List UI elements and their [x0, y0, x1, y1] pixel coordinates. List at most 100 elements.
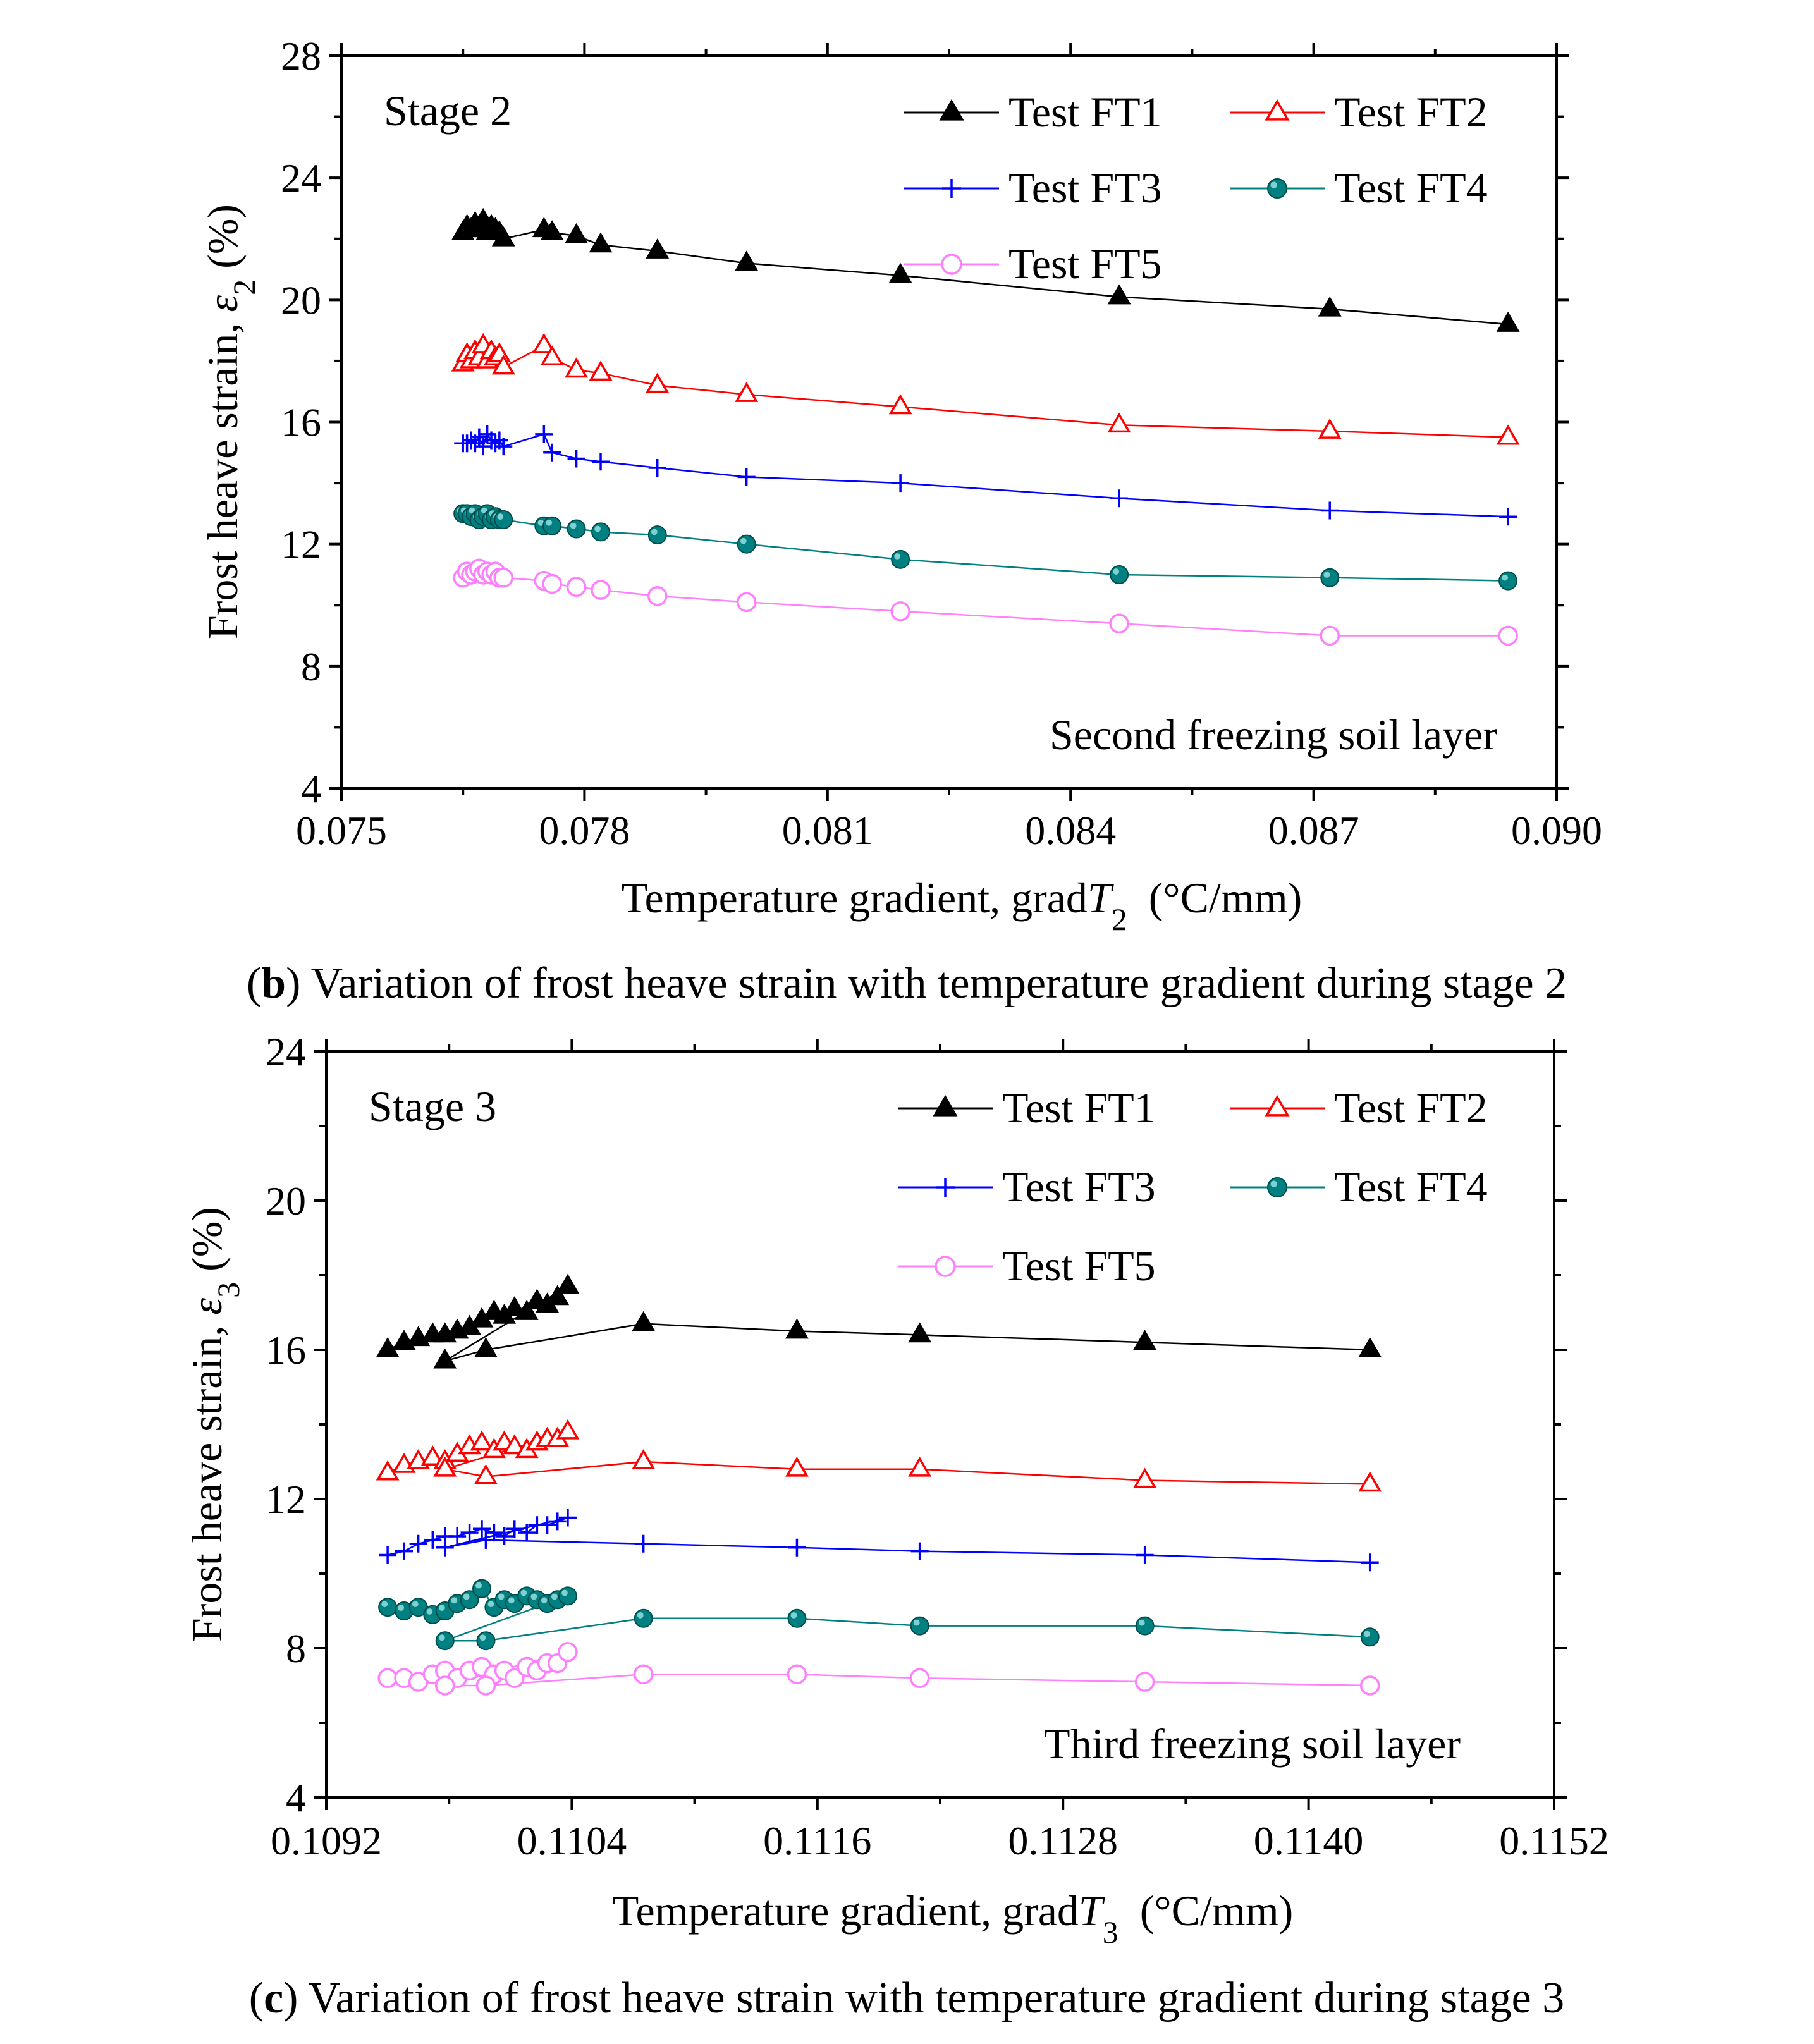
- data-point: [472, 1520, 491, 1538]
- data-point: [1107, 412, 1131, 433]
- data-point: [556, 1273, 580, 1294]
- data-point: [448, 1527, 467, 1545]
- data-point: [376, 1460, 400, 1481]
- y-axis-title-var: ε: [183, 1298, 231, 1315]
- legend-swatch-marker: [941, 254, 962, 275]
- data-point: [788, 1538, 806, 1557]
- data-point-highlight: [594, 525, 601, 532]
- data-point: [558, 1586, 577, 1606]
- data-point-highlight: [438, 1634, 445, 1641]
- x-axis-title-var: T: [1079, 1887, 1105, 1935]
- data-point: [518, 1524, 536, 1542]
- data-point: [495, 1527, 513, 1545]
- data-point: [491, 226, 515, 247]
- data-point: [908, 1456, 932, 1477]
- caption-letter: c: [264, 1974, 283, 2023]
- data-point: [505, 1520, 524, 1538]
- data-point-highlight: [481, 507, 487, 514]
- data-point: [647, 525, 667, 545]
- data-point: [646, 372, 670, 393]
- figure-caption: (b) Variation of frost heave strain with…: [247, 959, 1567, 1008]
- chart-panel-c: 0.1092 0.1104 0.1116 0.1128 0.1140 0.1152 4 8 12…: [183, 1029, 1609, 2023]
- data-point: [1496, 424, 1520, 445]
- legend-entry: Test FT4: [1230, 1163, 1488, 1211]
- data-point: [395, 1542, 413, 1560]
- layer-annotation: Third freezing soil layer: [1044, 1720, 1461, 1768]
- x-axis-title: Temperature gradient, gradT3 (°C/mm): [613, 1887, 1294, 1950]
- data-point-highlight: [451, 1597, 458, 1604]
- data-point-highlight: [479, 1634, 486, 1641]
- data-point: [634, 1534, 653, 1553]
- stage-label: Stage 2: [384, 87, 512, 135]
- legend-swatch-marker: [939, 99, 964, 121]
- data-point: [1320, 568, 1340, 587]
- legend-entry: Test FT3: [898, 1163, 1156, 1211]
- x-axis-title-prefix: Temperature gradient, grad: [613, 1887, 1079, 1935]
- series-test-ft3: [454, 425, 1517, 526]
- y-axis-title-unit: (%): [183, 1207, 231, 1282]
- y-axis-title: Frost heave strain, ε3 (%): [183, 1207, 246, 1642]
- data-point: [436, 1538, 454, 1557]
- data-point-highlight: [551, 1593, 558, 1600]
- legend-swatch-marker: [936, 1178, 955, 1197]
- legend-entry: Test FT1: [898, 1084, 1156, 1132]
- data-point-highlight: [637, 1612, 644, 1619]
- y-tick-label: 16: [281, 400, 321, 445]
- data-point-highlight: [537, 519, 544, 526]
- x-axis-title-space: [1127, 874, 1149, 922]
- data-point: [735, 382, 759, 402]
- data-point: [1321, 501, 1339, 520]
- x-tick-label: 0.087: [1268, 808, 1359, 853]
- data-point: [591, 580, 611, 600]
- data-point: [1359, 1675, 1380, 1696]
- data-point: [1496, 311, 1520, 332]
- data-point-highlight: [469, 507, 475, 514]
- x-axis-title-space: [1118, 1887, 1140, 1935]
- data-point: [565, 357, 589, 378]
- x-axis-title-unit: (°C/mm): [1140, 1887, 1294, 1935]
- legend-label: Test FT3: [1008, 164, 1162, 212]
- figure-caption: (c) Variation of frost heave strain with…: [249, 1974, 1565, 2023]
- data-point: [1358, 1337, 1382, 1357]
- data-point: [589, 360, 613, 381]
- data-point: [535, 425, 553, 443]
- y-axis-title-prefix: Frost heave strain,: [199, 312, 247, 639]
- y-axis-title-var: ε: [199, 295, 247, 312]
- data-point: [485, 1524, 503, 1542]
- data-point: [475, 1675, 496, 1696]
- data-point: [736, 592, 757, 613]
- data-point-highlight: [570, 522, 577, 529]
- data-point: [1499, 508, 1517, 526]
- data-point-highlight: [508, 1597, 515, 1604]
- data-point: [567, 450, 585, 468]
- legend-swatch-marker: [942, 179, 961, 198]
- x-tick-label: 0.078: [539, 808, 630, 853]
- y-tick-label: 12: [266, 1477, 306, 1522]
- x-axis-title-sub: 2: [1112, 902, 1127, 937]
- data-point: [505, 1668, 525, 1688]
- data-point-highlight: [541, 1597, 548, 1604]
- x-tick-label: 0.084: [1025, 808, 1116, 853]
- data-point: [1318, 296, 1342, 317]
- data-point: [493, 568, 514, 588]
- data-point-highlight: [412, 1601, 419, 1608]
- data-point: [565, 223, 589, 243]
- legend-entry: Test FT5: [898, 1242, 1156, 1290]
- data-point: [435, 1631, 455, 1651]
- series-test-ft1: [376, 1273, 1382, 1369]
- data-point-highlight: [398, 1605, 404, 1612]
- data-point: [532, 333, 556, 353]
- data-point: [494, 510, 513, 530]
- y-axis-title-sub: 2: [226, 279, 262, 295]
- data-point-highlight: [530, 1593, 537, 1600]
- data-point-highlight: [1113, 568, 1120, 575]
- data-point-highlight: [463, 1593, 470, 1600]
- y-tick-label: 8: [301, 644, 321, 689]
- series-test-ft3: [379, 1509, 1379, 1572]
- data-point-highlight: [475, 1582, 482, 1589]
- data-point-highlight: [790, 1612, 797, 1619]
- legend-swatch-marker: [1267, 178, 1287, 199]
- data-point: [633, 1664, 654, 1685]
- x-tick-label: 0.081: [782, 808, 873, 853]
- data-point: [540, 220, 564, 240]
